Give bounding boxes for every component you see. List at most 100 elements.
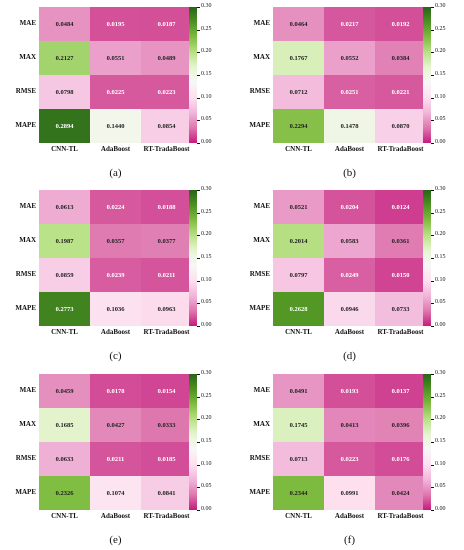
colorbar-tick-label: 0.15 <box>201 438 212 444</box>
heatmap-cell: 0.0521 <box>273 190 324 224</box>
heatmap-cell: 0.1440 <box>90 109 141 143</box>
colorbar-tick-label: 0.00 <box>201 506 212 512</box>
colorbar <box>189 374 197 510</box>
colorbar-tick-label: 0.30 <box>435 370 446 376</box>
colorbar-tick-label: 0.15 <box>201 71 212 77</box>
row-label: MAX <box>253 53 270 61</box>
heatmap-cell: 0.0489 <box>141 41 192 75</box>
colorbar-tick-mark <box>197 143 200 144</box>
colorbar-tick-mark <box>431 52 434 54</box>
colorbar-tick-label: 0.10 <box>435 276 446 283</box>
colorbar-tick-label: 0.25 <box>201 392 212 399</box>
row-label: MAE <box>253 19 270 27</box>
colorbar-tick-mark <box>431 258 434 259</box>
colorbar-tick-mark <box>197 212 200 214</box>
heatmap-cell: 0.0870 <box>375 109 426 143</box>
colorbar-tick-label: 0.25 <box>435 392 446 399</box>
heatmap-cell: 0.0713 <box>273 442 324 476</box>
heatmap-cell: 0.0733 <box>375 292 426 326</box>
heatmap-cell: 0.0154 <box>141 374 192 408</box>
heatmap-cell: 0.0464 <box>273 7 324 41</box>
colorbar-tick-mark <box>431 212 434 214</box>
heatmap-panel: MAE MAX RMSE MAPE CNN-TL AdaBoost RT-TradaBoos… <box>234 0 464 183</box>
heatmap-cell: 0.0613 <box>39 190 90 224</box>
heatmap-cell: 0.1074 <box>90 476 141 510</box>
heatmap-panel: MAE MAX RMSE MAPE CNN-TL AdaBoost RT-TradaBoos… <box>0 367 230 550</box>
colorbar-tick-label: 0.20 <box>435 231 446 238</box>
heatmap-cell: 0.0396 <box>375 408 426 442</box>
colorbar-tick-mark <box>197 396 200 398</box>
heatmap-cell: 0.0204 <box>324 190 375 224</box>
column-label: CNN-TL <box>51 512 78 520</box>
colorbar <box>423 190 431 326</box>
heatmap-cell: 0.2294 <box>273 109 324 143</box>
heatmap-cell: 0.0211 <box>141 258 192 292</box>
heatmap-cell: 0.0384 <box>375 41 426 75</box>
colorbar <box>189 7 197 143</box>
heatmap-cell: 0.0150 <box>375 258 426 292</box>
heatmap-cell: 0.1745 <box>273 408 324 442</box>
heatmap-cell: 0.0137 <box>375 374 426 408</box>
colorbar-tick-mark <box>431 487 434 489</box>
heatmap-cell: 0.0798 <box>39 75 90 109</box>
heatmap-cell: 0.0361 <box>375 224 426 258</box>
heatmap-cell: 0.0427 <box>90 408 141 442</box>
colorbar-tick-mark <box>197 326 200 327</box>
heatmap-cell: 0.0251 <box>324 75 375 109</box>
heatmap-cell: 0.0841 <box>141 476 192 510</box>
colorbar-tick-label: 0.00 <box>435 139 446 145</box>
heatmap-cell: 0.0187 <box>141 7 192 41</box>
colorbar-tick-mark <box>197 487 200 489</box>
heatmap-panel: MAE MAX RMSE MAPE CNN-TL AdaBoost RT-TradaBoos… <box>234 367 464 550</box>
colorbar-tick-mark <box>431 510 434 511</box>
row-label: MAX <box>253 236 270 244</box>
colorbar-tick-label: 0.10 <box>201 93 212 100</box>
row-label: MAX <box>253 420 270 428</box>
heatmap-cell: 0.2894 <box>39 109 90 143</box>
colorbar-tick-label: 0.00 <box>435 322 446 328</box>
colorbar-tick-mark <box>431 7 434 8</box>
colorbar-tick-mark <box>197 235 200 237</box>
heatmap-cell: 0.2773 <box>39 292 90 326</box>
colorbar-tick-mark <box>431 120 434 122</box>
row-label: MAX <box>19 420 36 428</box>
colorbar-tick-mark <box>197 510 200 511</box>
heatmap-cell: 0.1478 <box>324 109 375 143</box>
row-label: RMSE <box>249 454 270 462</box>
heatmap-cell: 0.0193 <box>324 374 375 408</box>
colorbar-tick-label: 0.10 <box>201 460 212 467</box>
row-label: RMSE <box>249 87 270 95</box>
column-label: CNN-TL <box>285 328 312 336</box>
heatmap-cell: 0.0491 <box>273 374 324 408</box>
heatmap-cell: 0.0797 <box>273 258 324 292</box>
heatmap-cell: 0.0223 <box>324 442 375 476</box>
heatmap-cell: 0.0424 <box>375 476 426 510</box>
heatmap-cell: 0.0249 <box>324 258 375 292</box>
colorbar-tick-mark <box>197 464 200 466</box>
row-label: RMSE <box>249 270 270 278</box>
heatmap-cell: 0.0854 <box>141 109 192 143</box>
heatmap-cell: 0.0239 <box>90 258 141 292</box>
heatmap-cell: 0.0946 <box>324 292 375 326</box>
colorbar-tick-mark <box>431 143 434 144</box>
colorbar-tick-label: 0.20 <box>201 231 212 238</box>
colorbar-tick-mark <box>431 326 434 327</box>
colorbar-tick-mark <box>431 29 434 31</box>
row-label: MAE <box>253 202 270 210</box>
colorbar-tick-label: 0.10 <box>435 460 446 467</box>
heatmap-cell: 0.0176 <box>375 442 426 476</box>
column-label: CNN-TL <box>51 145 78 153</box>
colorbar-tick-label: 0.30 <box>201 3 212 9</box>
colorbar-tick-mark <box>431 97 434 99</box>
column-label: CNN-TL <box>51 328 78 336</box>
column-label: RT-TradaBoost <box>143 512 190 520</box>
row-label: MAE <box>19 202 36 210</box>
colorbar-tick-label: 0.15 <box>435 254 446 260</box>
row-label: MAX <box>19 53 36 61</box>
heatmap-cell: 0.1767 <box>273 41 324 75</box>
colorbar-tick-label: 0.00 <box>435 506 446 512</box>
panel-caption: (a) <box>109 167 122 179</box>
column-label: AdaBoost <box>100 145 131 153</box>
panel-caption: (e) <box>109 534 122 546</box>
